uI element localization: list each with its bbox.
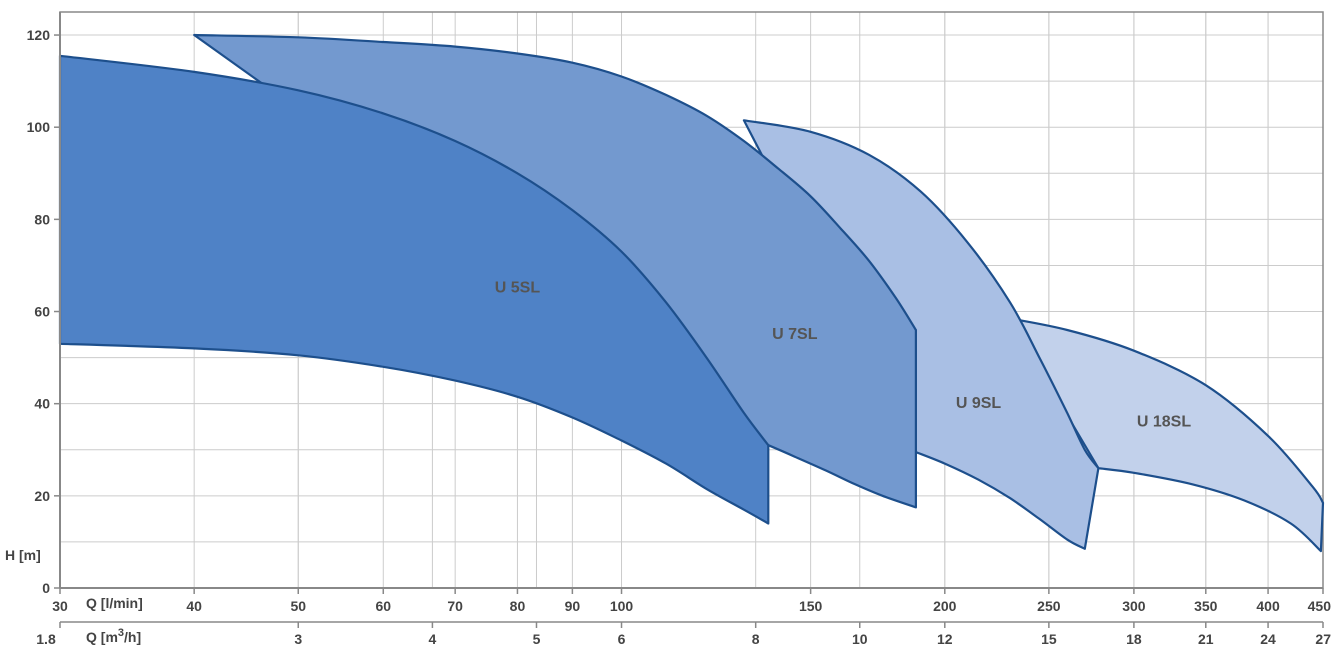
axes bbox=[59, 12, 1323, 623]
x-tick-label: 50 bbox=[290, 598, 306, 614]
y-tick-label: 100 bbox=[27, 119, 51, 135]
x-tick-label: 80 bbox=[510, 598, 526, 614]
x-tick-label: 400 bbox=[1256, 598, 1280, 614]
x-tick-label: 350 bbox=[1194, 598, 1218, 614]
x-tick-labels: 30 40 50 60 70 80 90 100 150 200 250 300 350 400 450 bbox=[52, 588, 1331, 614]
pump-label: U 5SL bbox=[495, 280, 541, 297]
x2-tick-label: 4 bbox=[429, 631, 437, 647]
pump-labels: U 5SL U 7SL U 9SL U 18SL bbox=[495, 280, 1192, 431]
x-tick-label: 250 bbox=[1037, 598, 1061, 614]
curve-u-5sl bbox=[58, 54, 770, 525]
y-tick-label: 0 bbox=[42, 580, 50, 596]
x-tick-label: 40 bbox=[186, 598, 202, 614]
x2-tick-label: 18 bbox=[1126, 631, 1142, 647]
y-tick-label: 120 bbox=[27, 27, 51, 43]
x-axis-label-secondary-suffix: /h] bbox=[124, 629, 141, 645]
x-tick-label: 300 bbox=[1122, 598, 1146, 614]
x-axis-label-secondary-sup: 3 bbox=[118, 627, 124, 639]
pump-label: U 7SL bbox=[772, 326, 818, 343]
pump-label: U 18SL bbox=[1137, 413, 1191, 430]
x2-tick-label: 24 bbox=[1260, 631, 1276, 647]
x-tick-label: 60 bbox=[375, 598, 391, 614]
x-tick-label: 100 bbox=[610, 598, 634, 614]
x-axis-label: Q [l/min] bbox=[86, 595, 143, 611]
x2-tick-label: 6 bbox=[618, 631, 626, 647]
x-axis-label-secondary: Q [m3/h] bbox=[86, 627, 141, 645]
y-tick-label: 80 bbox=[34, 211, 50, 227]
x-tick-label: 30 bbox=[52, 598, 68, 614]
x-tick-label: 70 bbox=[447, 598, 463, 614]
x2-tick-label: 15 bbox=[1041, 631, 1057, 647]
x2-tick-label: 27 bbox=[1315, 631, 1331, 647]
x2-tick-label: 8 bbox=[752, 631, 760, 647]
x2-tick-label: 10 bbox=[852, 631, 868, 647]
x2-tick-label: 21 bbox=[1198, 631, 1214, 647]
x2-tick-label: 3 bbox=[294, 631, 302, 647]
x-tick-label: 200 bbox=[933, 598, 957, 614]
pump-curves bbox=[58, 33, 1325, 553]
y-axis-label: H [m] bbox=[5, 547, 41, 563]
pump-label: U 9SL bbox=[956, 395, 1002, 412]
x2-tick-label: 1.8 bbox=[36, 631, 56, 647]
y-tick-label: 40 bbox=[34, 396, 50, 412]
x-axis-label-secondary-prefix: Q [m bbox=[86, 629, 118, 645]
x-tick-label: 150 bbox=[799, 598, 823, 614]
x-tick-label: 90 bbox=[565, 598, 581, 614]
x2-tick-label: 5 bbox=[533, 631, 541, 647]
x2-tick-label: 12 bbox=[937, 631, 953, 647]
y-tick-labels: 0 20 40 60 80 100 120 bbox=[27, 27, 60, 596]
y-tick-label: 20 bbox=[34, 488, 50, 504]
x-tick-label: 450 bbox=[1308, 598, 1332, 614]
curve-u-18sl bbox=[1008, 317, 1325, 553]
y-tick-label: 60 bbox=[34, 304, 50, 320]
x-tick-labels-secondary: 1.8 3 4 5 6 8 10 12 15 18 21 24 27 bbox=[36, 622, 1331, 647]
